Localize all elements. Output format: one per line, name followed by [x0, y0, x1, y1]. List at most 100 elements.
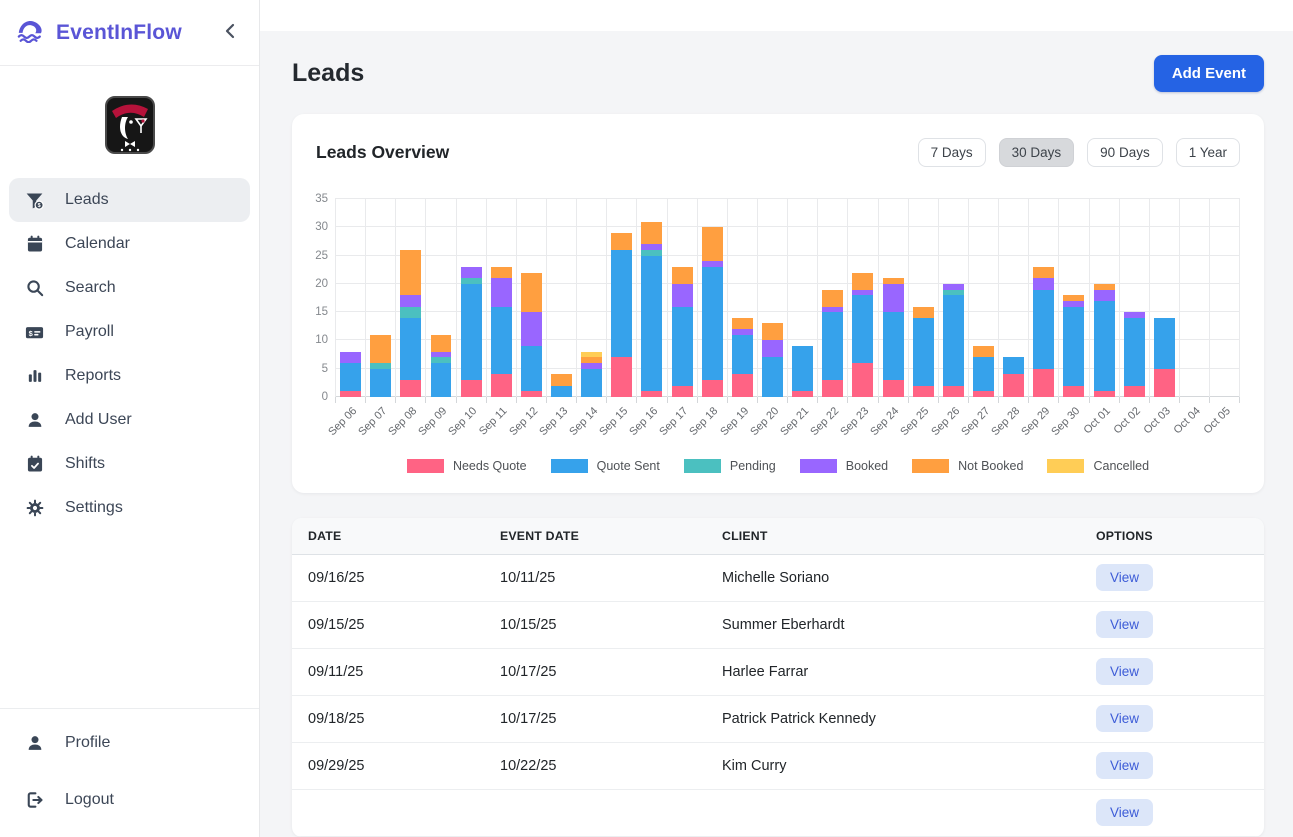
segment-quote-sent: [852, 295, 874, 364]
view-button[interactable]: View: [1096, 705, 1154, 732]
segment-not-booked: [370, 334, 392, 364]
y-axis-tick-label: 5: [321, 362, 328, 375]
legend-item-quote-sent[interactable]: Quote Sent: [550, 459, 660, 473]
bar-sep-23[interactable]: [852, 272, 874, 397]
calendar-icon: [24, 234, 45, 255]
range-button-1-year[interactable]: 1 Year: [1175, 138, 1240, 167]
bar-oct-01[interactable]: [1093, 283, 1115, 397]
bar-sep-20[interactable]: [762, 323, 784, 397]
chart-slot-sep-23: Sep 23: [838, 199, 877, 438]
sidebar-item-shifts[interactable]: Shifts: [9, 442, 250, 486]
bar-sep-27[interactable]: [973, 346, 994, 397]
segment-booked: [882, 283, 904, 313]
add-event-button[interactable]: Add Event: [1153, 54, 1264, 92]
bar-sep-26[interactable]: [942, 283, 964, 397]
view-button[interactable]: View: [1096, 611, 1154, 638]
options-cell: View: [1080, 695, 1264, 743]
sidebar-item-reports[interactable]: Reports: [9, 354, 250, 398]
view-button[interactable]: View: [1096, 799, 1154, 826]
segment-not-booked: [912, 306, 934, 318]
view-button[interactable]: View: [1096, 752, 1154, 779]
bar-sep-11[interactable]: [490, 266, 512, 397]
bar-sep-24[interactable]: [882, 278, 904, 397]
bar-sep-21[interactable]: [792, 346, 814, 397]
bar-sep-30[interactable]: [1063, 295, 1085, 397]
bar-sep-22[interactable]: [822, 289, 844, 397]
segment-booked: [852, 289, 874, 296]
bar-sep-17[interactable]: [671, 266, 693, 397]
bar-sep-09[interactable]: [430, 334, 452, 397]
sidebar-item-logout[interactable]: Logout: [9, 778, 250, 822]
client-cell: Harlee Farrar: [706, 648, 1080, 696]
bar-sep-06[interactable]: [340, 351, 362, 397]
sidebar-item-payroll[interactable]: $ Payroll: [9, 310, 250, 354]
bar-sep-07[interactable]: [370, 334, 392, 397]
bar-oct-02[interactable]: [1123, 312, 1145, 397]
view-button[interactable]: View: [1096, 564, 1154, 591]
bar-sep-18[interactable]: [701, 227, 723, 397]
segment-needs-quote: [822, 380, 844, 397]
sidebar-item-label: Reports: [65, 367, 122, 384]
segment-quote-sent: [822, 312, 844, 381]
bar-sep-08[interactable]: [400, 249, 422, 397]
bar-sep-13[interactable]: [551, 374, 573, 397]
table-row: 09/29/25 10/22/25 Kim Curry View: [292, 742, 1264, 790]
bar-sep-10[interactable]: [460, 266, 482, 397]
chart-slot-sep-14: Sep 14: [567, 199, 606, 438]
range-button-7-days[interactable]: 7 Days: [917, 138, 986, 167]
bar-sep-29[interactable]: [1033, 266, 1055, 397]
segment-quote-sent: [882, 312, 904, 381]
sidebar-item-profile[interactable]: Profile: [9, 721, 250, 765]
page-header: Leads Add Event: [292, 53, 1264, 93]
chart-slot-sep-18: Sep 18: [688, 199, 727, 438]
legend-item-needs-quote[interactable]: Needs Quote: [406, 459, 527, 473]
bar-oct-03[interactable]: [1153, 317, 1175, 397]
segment-quote-sent: [1003, 357, 1025, 375]
segment-booked: [430, 351, 452, 358]
x-axis-tick-label: Sep 11: [477, 405, 510, 438]
chart-slot-sep-20: Sep 20: [748, 199, 787, 438]
sidebar-item-search[interactable]: Search: [9, 266, 250, 310]
segment-needs-quote: [641, 391, 663, 397]
sidebar-collapse-button[interactable]: [219, 19, 241, 46]
segment-needs-quote: [1153, 368, 1175, 397]
sidebar-item-add-user[interactable]: Add User: [9, 398, 250, 442]
legend-item-pending[interactable]: Pending: [683, 459, 776, 473]
segment-quote-sent: [430, 363, 452, 397]
segment-not-booked: [400, 249, 422, 296]
segment-booked: [460, 266, 482, 279]
view-button[interactable]: View: [1096, 658, 1154, 685]
segment-quote-sent: [581, 368, 603, 397]
bar-sep-12[interactable]: [520, 272, 542, 397]
chart-slot-sep-28: Sep 28: [989, 199, 1028, 438]
bar-sep-28[interactable]: [1003, 357, 1025, 397]
segment-needs-quote: [882, 380, 904, 397]
legend-item-not-booked[interactable]: Not Booked: [912, 459, 1023, 473]
bar-sep-16[interactable]: [641, 221, 663, 397]
range-button-30-days[interactable]: 30 Days: [998, 138, 1075, 167]
brand[interactable]: EventInFlow: [16, 17, 182, 48]
chart-slot-sep-15: Sep 15: [597, 199, 636, 438]
date-cell: 09/18/25: [292, 695, 484, 743]
bar-sep-25[interactable]: [912, 306, 934, 397]
sidebar-item-calendar[interactable]: Calendar: [9, 222, 250, 266]
y-axis-tick-label: 0: [321, 391, 328, 403]
date-cell: 09/29/25: [292, 742, 484, 790]
event-date-cell: 10/15/25: [484, 601, 706, 649]
company-logo-image: [97, 92, 163, 158]
sidebar-item-settings[interactable]: Settings: [9, 486, 250, 530]
segment-pending: [641, 249, 663, 256]
sidebar-item-leads[interactable]: $ Leads: [9, 178, 250, 222]
chart-slot-oct-05: Oct 05: [1202, 199, 1239, 436]
segment-not-booked: [882, 278, 904, 284]
bar-sep-14[interactable]: [581, 351, 603, 397]
legend-item-booked[interactable]: Booked: [799, 459, 888, 473]
chart-slot-sep-08: Sep 08: [386, 199, 425, 438]
legend-swatch: [799, 459, 837, 473]
range-button-90-days[interactable]: 90 Days: [1087, 138, 1163, 167]
bar-sep-15[interactable]: [611, 232, 633, 397]
bar-sep-19[interactable]: [731, 317, 753, 397]
segment-needs-quote: [1123, 385, 1145, 397]
legend-item-cancelled[interactable]: Cancelled: [1047, 459, 1149, 473]
segment-needs-quote: [340, 391, 362, 397]
